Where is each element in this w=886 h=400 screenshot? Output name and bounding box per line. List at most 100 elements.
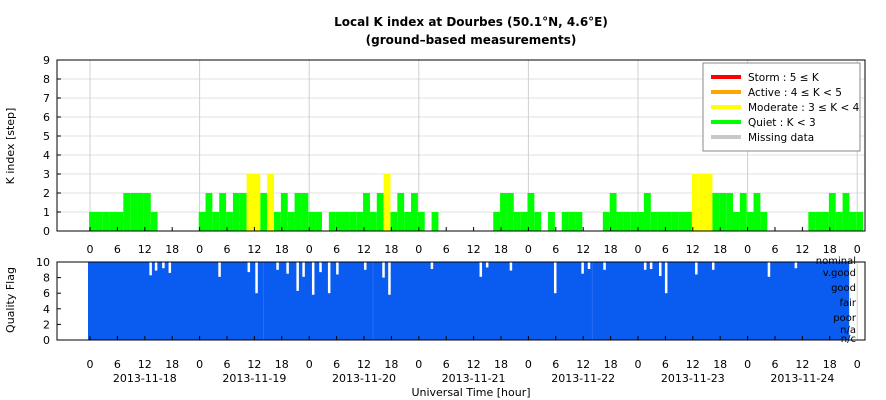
q-x-tick-label: 18 <box>823 358 837 371</box>
quality-dip <box>364 262 367 270</box>
quality-panel-x-ticks: 0 6 12 18 0 6 12 18 0 6 12 18 0 6 12 18 0 6 12 18 0 6 12 18 0 6 12… <box>87 336 861 385</box>
q-x-tick-label: 0 <box>306 358 313 371</box>
k-bar <box>253 174 261 231</box>
quality-dip <box>643 262 647 270</box>
k-bar <box>822 212 829 231</box>
quality-dip <box>509 262 513 271</box>
k-bar <box>527 193 535 231</box>
q-x-tick-label: 12 <box>576 358 590 371</box>
k-bar <box>198 212 206 231</box>
k-bar <box>123 193 131 231</box>
k-bar <box>246 174 254 231</box>
q-x-tick-label: 18 <box>494 358 508 371</box>
k-x-tick-label: 18 <box>713 243 727 256</box>
day-label: 2013-11-23 <box>661 372 725 385</box>
quality-dip <box>485 262 489 268</box>
quality-panel-y-ticks: 0 2 4 6 8 10 <box>36 256 61 347</box>
q-x-tick-label: 0 <box>525 358 532 371</box>
quality-dip <box>319 262 322 273</box>
k-panel-y-ticks: 0 1 2 3 4 5 6 7 8 9 <box>43 54 61 238</box>
quality-dip <box>587 262 591 270</box>
k-bar <box>383 174 391 231</box>
k-bar <box>500 193 507 231</box>
k-bar <box>102 212 110 231</box>
k-bar <box>568 212 576 231</box>
k-x-tick-label: 0 <box>87 243 94 256</box>
k-x-tick-label: 0 <box>854 243 861 256</box>
k-x-tick-label: 12 <box>357 243 371 256</box>
legend-label: Active : 4 ≤ K < 5 <box>748 87 842 99</box>
k-x-tick-label: 18 <box>604 243 618 256</box>
q-x-tick-label: 18 <box>713 358 727 371</box>
quality-dip <box>430 262 434 270</box>
k-x-tick-label: 0 <box>525 243 532 256</box>
k-x-tick-label: 0 <box>744 243 751 256</box>
k-y-tick-label: 5 <box>43 130 50 143</box>
k-bar <box>130 193 138 231</box>
k-x-tick-label: 6 <box>443 243 450 256</box>
k-bar <box>561 212 569 231</box>
quality-dip <box>388 262 391 295</box>
quality-dip <box>336 262 339 275</box>
k-bar <box>726 193 733 231</box>
quality-dip <box>664 262 668 294</box>
k-x-tick-label: 18 <box>275 243 289 256</box>
day-label: 2013-11-24 <box>770 372 834 385</box>
quality-dip <box>255 262 258 294</box>
quality-dip <box>767 262 771 277</box>
k-bar <box>664 212 672 231</box>
q-x-tick-label: 12 <box>467 358 481 371</box>
k-bar <box>260 193 268 231</box>
quality-panel-bars <box>88 262 850 340</box>
k-x-tick-label: 6 <box>333 243 340 256</box>
q-y-tick-label: 8 <box>43 272 50 285</box>
k-bar <box>835 212 843 231</box>
k-bar <box>143 193 151 231</box>
k-x-tick-label: 6 <box>662 243 669 256</box>
quality-dip <box>218 262 221 277</box>
q-x-tick-label: 0 <box>415 358 422 371</box>
k-bar <box>650 212 658 231</box>
k-bar <box>315 212 322 231</box>
k-bar <box>712 193 720 231</box>
quality-level-label: nominal <box>816 256 856 267</box>
k-x-tick-label: 0 <box>635 243 642 256</box>
k-bar <box>397 193 405 231</box>
k-bar <box>390 212 398 231</box>
k-bar <box>212 212 220 231</box>
quality-level-label: n/a <box>840 325 856 336</box>
k-bar <box>671 212 679 231</box>
quality-level-label: good <box>831 283 856 294</box>
q-x-tick-label: 0 <box>87 358 94 371</box>
k-bar <box>856 212 864 231</box>
k-bar <box>698 174 706 231</box>
legend: Storm : 5 ≤ K Active : 4 ≤ K < 5 Moderate … <box>702 62 861 152</box>
k-bar <box>431 212 439 231</box>
quality-dip <box>296 262 299 291</box>
k-x-tick-label: 12 <box>686 243 700 256</box>
q-x-tick-label: 0 <box>635 358 642 371</box>
k-bar <box>630 212 638 231</box>
k-x-tick-label: 12 <box>576 243 590 256</box>
q-x-tick-label: 6 <box>443 358 450 371</box>
k-panel-x-ticks: 0 6 12 18 0 6 12 18 0 6 12 18 0 6 12 18 0 6 12 18 0 6 12 18 0 6 12… <box>87 227 861 256</box>
q-x-tick-label: 18 <box>275 358 289 371</box>
k-y-tick-label: 6 <box>43 111 50 124</box>
day-label: 2013-11-18 <box>113 372 177 385</box>
quality-dip <box>581 262 584 274</box>
k-bar <box>828 193 836 231</box>
k-bar <box>732 212 740 231</box>
k-x-tick-label: 12 <box>795 243 809 256</box>
k-bar <box>842 193 850 231</box>
k-x-tick-label: 12 <box>467 243 481 256</box>
k-x-tick-label: 18 <box>494 243 508 256</box>
k-bar <box>280 193 288 231</box>
q-y-tick-label: 0 <box>43 334 50 347</box>
k-bar <box>493 212 501 231</box>
quality-dip <box>659 262 662 277</box>
k-panel-bars <box>89 174 864 231</box>
k-y-tick-label: 8 <box>43 73 50 86</box>
quality-dip <box>154 262 158 271</box>
k-bar <box>760 212 768 231</box>
k-bar <box>328 212 336 231</box>
